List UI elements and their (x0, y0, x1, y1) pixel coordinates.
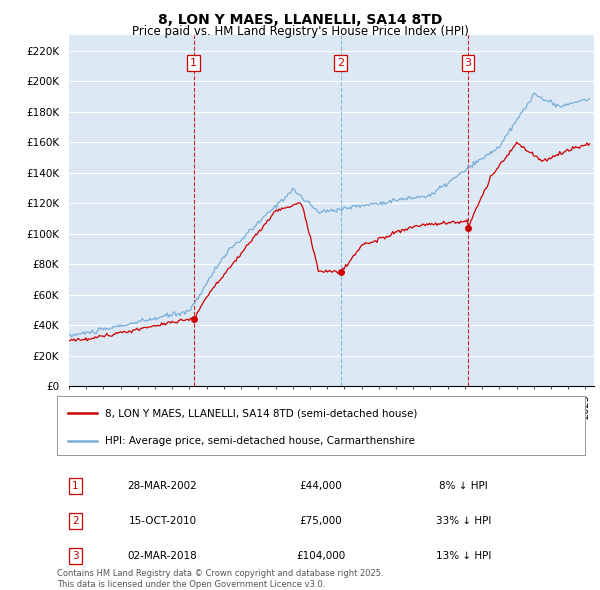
Text: 2: 2 (337, 58, 344, 68)
Text: £104,000: £104,000 (296, 550, 346, 560)
Text: 3: 3 (72, 550, 79, 560)
Text: £75,000: £75,000 (299, 516, 343, 526)
Text: 8% ↓ HPI: 8% ↓ HPI (439, 481, 488, 491)
Text: 3: 3 (464, 58, 472, 68)
Text: 02-MAR-2018: 02-MAR-2018 (128, 550, 197, 560)
Text: 1: 1 (190, 58, 197, 68)
Text: 8, LON Y MAES, LLANELLI, SA14 8TD (semi-detached house): 8, LON Y MAES, LLANELLI, SA14 8TD (semi-… (104, 408, 417, 418)
Text: 28-MAR-2002: 28-MAR-2002 (128, 481, 197, 491)
Text: 8, LON Y MAES, LLANELLI, SA14 8TD: 8, LON Y MAES, LLANELLI, SA14 8TD (158, 13, 442, 27)
Text: HPI: Average price, semi-detached house, Carmarthenshire: HPI: Average price, semi-detached house,… (104, 436, 415, 445)
Text: £44,000: £44,000 (299, 481, 343, 491)
Text: 2: 2 (72, 516, 79, 526)
Text: 1: 1 (72, 481, 79, 491)
Text: 13% ↓ HPI: 13% ↓ HPI (436, 550, 491, 560)
Text: 15-OCT-2010: 15-OCT-2010 (128, 516, 197, 526)
Text: Contains HM Land Registry data © Crown copyright and database right 2025.
This d: Contains HM Land Registry data © Crown c… (57, 569, 383, 589)
Text: Price paid vs. HM Land Registry's House Price Index (HPI): Price paid vs. HM Land Registry's House … (131, 25, 469, 38)
Text: 33% ↓ HPI: 33% ↓ HPI (436, 516, 491, 526)
